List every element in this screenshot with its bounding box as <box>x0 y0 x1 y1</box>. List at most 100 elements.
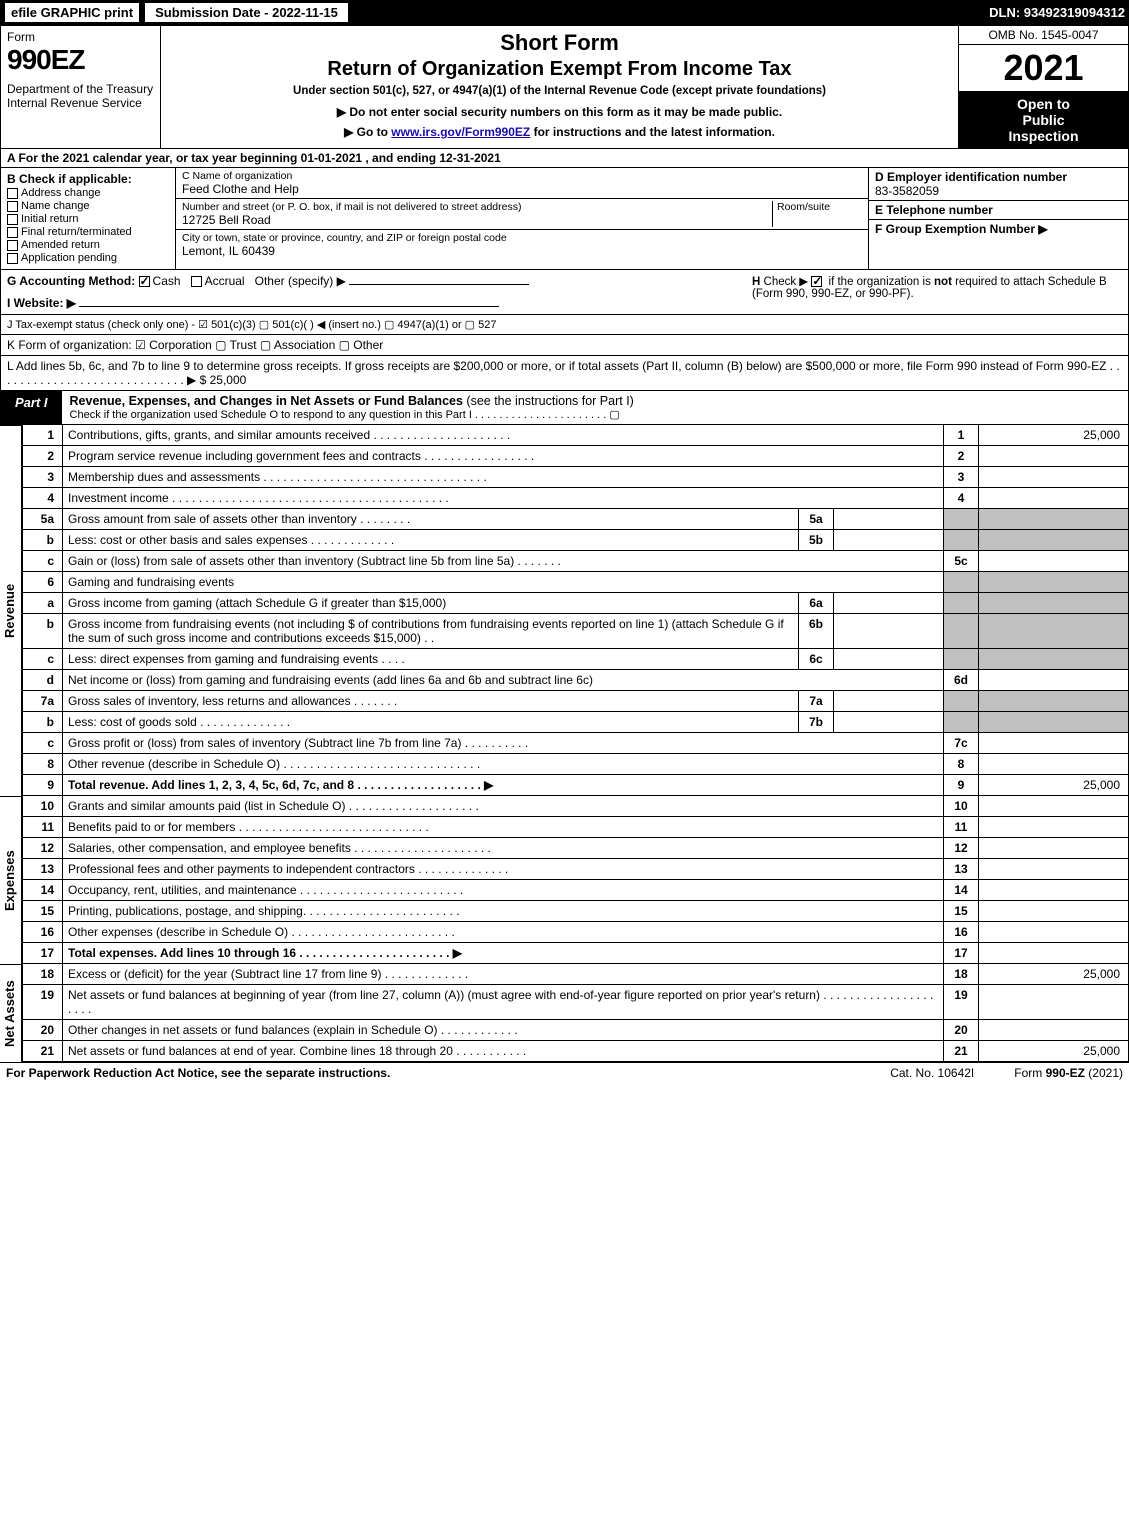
line-17: Total expenses. Add lines 10 through 16 … <box>63 943 944 964</box>
addr-label: Number and street (or P. O. box, if mail… <box>182 201 772 213</box>
chk-label: Initial return <box>21 213 78 225</box>
chk-name-change[interactable]: Name change <box>7 200 169 212</box>
line-g: G Accounting Method: Cash Accrual Other … <box>7 274 742 310</box>
amt-16 <box>979 922 1129 943</box>
amt-1: 25,000 <box>979 425 1129 446</box>
form-header: Form 990EZ Department of the Treasury In… <box>0 25 1129 149</box>
form-meta-block: OMB No. 1545-0047 2021 Open to Public In… <box>958 26 1128 148</box>
part-i-check: Check if the organization used Schedule … <box>70 408 1120 421</box>
short-form-title: Short Form <box>169 30 950 56</box>
line-4: Investment income . . . . . . . . . . . … <box>63 488 944 509</box>
insp1: Open to <box>961 96 1126 112</box>
netassets-table: 18Excess or (deficit) for the year (Subt… <box>22 964 1129 1062</box>
revenue-block: Revenue 1Contributions, gifts, grants, a… <box>0 425 1129 796</box>
amt-7c <box>979 733 1129 754</box>
sublab: 6b <box>799 614 834 649</box>
num: 10 <box>944 796 979 817</box>
ln: 20 <box>23 1020 63 1041</box>
num: 18 <box>944 964 979 985</box>
city-cell: City or town, state or province, country… <box>176 230 868 260</box>
dept-label: Department of the Treasury Internal Reve… <box>7 82 154 110</box>
chk-application-pending[interactable]: Application pending <box>7 252 169 264</box>
amt-19 <box>979 985 1129 1020</box>
cat-no: Cat. No. 10642I <box>890 1066 974 1080</box>
f-label: F Group Exemption Number ▶ <box>875 222 1048 236</box>
ln: 6 <box>23 572 63 593</box>
ln: b <box>23 712 63 733</box>
line-a-text: A For the 2021 calendar year, or tax yea… <box>7 151 501 165</box>
line-18: Excess or (deficit) for the year (Subtra… <box>63 964 944 985</box>
insp3: Inspection <box>961 128 1126 144</box>
amt-grey <box>979 691 1129 712</box>
ln: c <box>23 551 63 572</box>
num-grey <box>944 509 979 530</box>
line-10: Grants and similar amounts paid (list in… <box>63 796 944 817</box>
chk-amended-return[interactable]: Amended return <box>7 239 169 251</box>
h-text: H Check ▶ if the organization is not req… <box>752 276 1107 300</box>
ln: 14 <box>23 880 63 901</box>
subval-6b <box>834 614 944 649</box>
part-i-tab: Part I <box>1 391 62 424</box>
amt-grey <box>979 614 1129 649</box>
netassets-side-label: Net Assets <box>0 964 22 1062</box>
paperwork-notice: For Paperwork Reduction Act Notice, see … <box>6 1066 390 1080</box>
ln: 15 <box>23 901 63 922</box>
return-title: Return of Organization Exempt From Incom… <box>169 58 950 81</box>
goto-post: for instructions and the latest informat… <box>530 125 775 139</box>
ein-cell: D Employer identification number 83-3582… <box>869 168 1128 201</box>
line-15: Printing, publications, postage, and shi… <box>63 901 944 922</box>
efile-print-button[interactable]: efile GRAPHIC print <box>4 2 140 23</box>
top-bar: efile GRAPHIC print Submission Date - 20… <box>0 0 1129 25</box>
form-ref-post: (2021) <box>1085 1066 1123 1080</box>
chk-final-return[interactable]: Final return/terminated <box>7 226 169 238</box>
irs-link[interactable]: www.irs.gov/Form990EZ <box>391 125 530 139</box>
line-21: Net assets or fund balances at end of ye… <box>63 1041 944 1062</box>
line-5a: Gross amount from sale of assets other t… <box>63 509 799 530</box>
amt-grey <box>979 509 1129 530</box>
chk-initial-return[interactable]: Initial return <box>7 213 169 225</box>
num: 14 <box>944 880 979 901</box>
amt-14 <box>979 880 1129 901</box>
amt-grey <box>979 530 1129 551</box>
org-name-cell: C Name of organization Feed Clothe and H… <box>176 168 868 199</box>
chk-accrual[interactable] <box>191 276 202 287</box>
inspection-badge: Open to Public Inspection <box>959 92 1128 148</box>
line-a: A For the 2021 calendar year, or tax yea… <box>0 149 1129 168</box>
amt-4 <box>979 488 1129 509</box>
line-7c: Gross profit or (loss) from sales of inv… <box>63 733 944 754</box>
num: 4 <box>944 488 979 509</box>
form-title-block: Short Form Return of Organization Exempt… <box>161 26 958 148</box>
line-13: Professional fees and other payments to … <box>63 859 944 880</box>
num-grey <box>944 614 979 649</box>
section-c-block: C Name of organization Feed Clothe and H… <box>176 168 868 269</box>
line-h: H Check ▶ if the organization is not req… <box>742 274 1122 310</box>
line-9: Total revenue. Add lines 1, 2, 3, 4, 5c,… <box>63 775 944 796</box>
ln: 17 <box>23 943 63 964</box>
expenses-table: 10Grants and similar amounts paid (list … <box>22 796 1129 964</box>
num: 6d <box>944 670 979 691</box>
part-i-title: Revenue, Expenses, and Changes in Net As… <box>62 391 1128 424</box>
sublab: 6c <box>799 649 834 670</box>
part-i-bold: Revenue, Expenses, and Changes in Net As… <box>70 394 463 408</box>
ln: 21 <box>23 1041 63 1062</box>
chk-address-change[interactable]: Address change <box>7 187 169 199</box>
num: 12 <box>944 838 979 859</box>
chk-cash[interactable] <box>139 276 150 287</box>
line-6b: Gross income from fundraising events (no… <box>63 614 799 649</box>
chk-h[interactable] <box>811 276 822 287</box>
form-ref: Form 990-EZ (2021) <box>1014 1066 1123 1080</box>
ln: 9 <box>23 775 63 796</box>
num: 21 <box>944 1041 979 1062</box>
line-20: Other changes in net assets or fund bala… <box>63 1020 944 1041</box>
room-label: Room/suite <box>777 201 862 213</box>
ln: 4 <box>23 488 63 509</box>
amt-15 <box>979 901 1129 922</box>
subval-5a <box>834 509 944 530</box>
revenue-side-label: Revenue <box>0 425 22 796</box>
section-def-block: D Employer identification number 83-3582… <box>868 168 1128 269</box>
ln: a <box>23 593 63 614</box>
num-grey <box>944 593 979 614</box>
ln: 13 <box>23 859 63 880</box>
num: 17 <box>944 943 979 964</box>
form-label: Form <box>7 30 154 44</box>
